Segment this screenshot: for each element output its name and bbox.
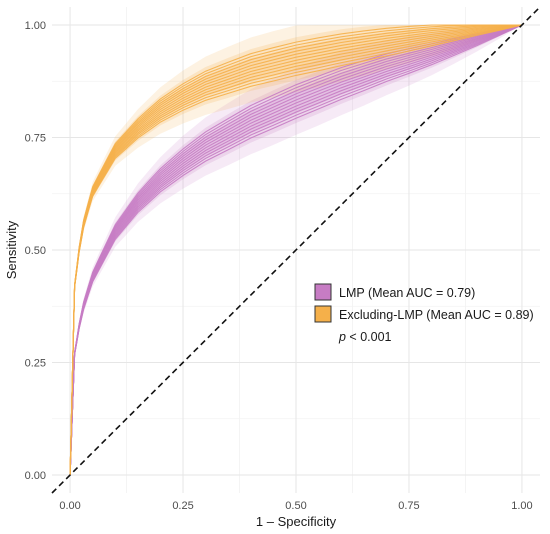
chance-diagonal-line	[51, 6, 541, 494]
p-value-symbol: p	[338, 330, 346, 344]
p-value-text: < 0.001	[346, 330, 392, 344]
y-tick-label: 0.00	[25, 470, 46, 482]
x-tick-label: 0.75	[398, 500, 419, 512]
roc-curve-excluding-lmp-11	[69, 24, 522, 476]
x-tick-label: 0.00	[59, 500, 80, 512]
x-tick-label: 0.50	[285, 500, 306, 512]
x-tick-label: 0.25	[172, 500, 193, 512]
legend: LMP (Mean AUC = 0.79) Excluding-LMP (Mea…	[314, 283, 534, 344]
p-value-annotation: p < 0.001	[338, 330, 392, 344]
y-tick-label: 0.50	[25, 245, 46, 257]
y-tick-label: 0.75	[25, 133, 46, 145]
y-axis-ticks: 0.00 0.25 0.50 0.75 1.00	[25, 20, 46, 482]
legend-label-excluding-lmp: Excluding-LMP (Mean AUC = 0.89)	[339, 308, 534, 322]
y-axis-title: Sensitivity	[4, 220, 19, 279]
x-axis-title: 1 – Specificity	[256, 514, 337, 529]
legend-swatch-excluding-lmp	[314, 305, 332, 323]
y-tick-label: 0.25	[25, 358, 46, 370]
x-tick-label: 1.00	[511, 500, 532, 512]
legend-label-lmp: LMP (Mean AUC = 0.79)	[339, 286, 475, 300]
roc-curves	[69, 24, 523, 476]
y-tick-label: 1.00	[25, 20, 46, 32]
confidence-band-lmp-0	[70, 25, 522, 475]
x-axis-ticks: 0.00 0.25 0.50 0.75 1.00	[59, 500, 532, 512]
legend-swatch-lmp	[314, 283, 332, 301]
